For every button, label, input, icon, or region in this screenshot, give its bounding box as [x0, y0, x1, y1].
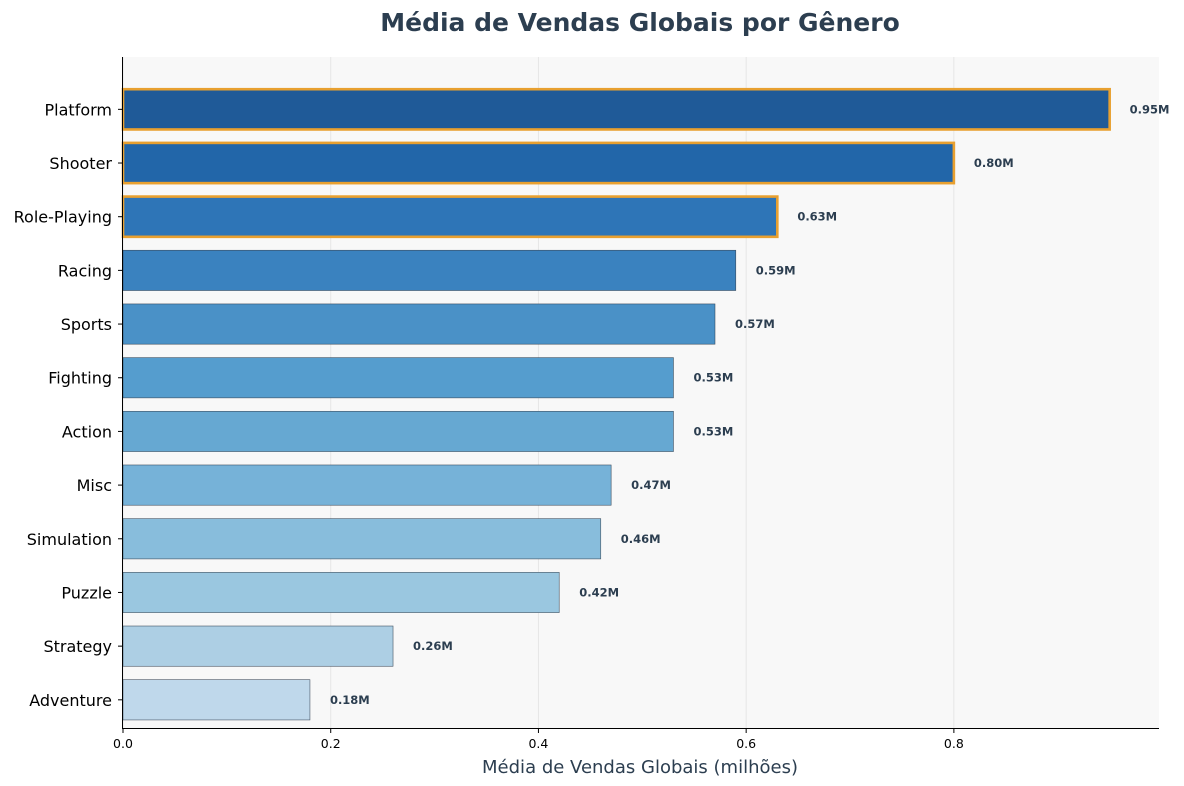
data-label: 0.63M: [797, 210, 837, 224]
data-label: 0.53M: [693, 371, 733, 385]
bar-action: [122, 410, 674, 452]
data-label: 0.80M: [974, 156, 1014, 170]
category-label: Fighting: [48, 369, 112, 388]
bar-fighting: [122, 357, 674, 399]
bar-shooter: [121, 141, 956, 185]
bar-adventure: [122, 679, 311, 721]
category-label: Strategy: [43, 637, 112, 656]
data-label: 0.26M: [413, 639, 453, 653]
x-tick-label: 0.0: [113, 736, 133, 751]
category-label: Role-Playing: [14, 208, 112, 227]
category-label: Platform: [45, 100, 112, 119]
bar-puzzle: [122, 572, 560, 613]
category-axis-labels: Platform Shooter Role-Playing Racing Sports F…: [14, 100, 123, 710]
data-label: 0.46M: [621, 532, 661, 546]
bars: [121, 87, 1111, 721]
category-label: Simulation: [27, 530, 112, 549]
chart-title: Média de Vendas Globais por Gênero: [380, 8, 900, 37]
data-labels: 0.95M 0.80M 0.63M 0.59M 0.57M 0.53M 0.53M 0.47M…: [330, 102, 1170, 706]
x-tick-label: 0.2: [321, 736, 341, 751]
data-label: 0.95M: [1130, 102, 1170, 116]
category-label: Shooter: [49, 154, 112, 173]
x-axis-label: Média de Vendas Globais (milhões): [482, 757, 798, 778]
bar-sports: [122, 303, 716, 345]
data-label: 0.53M: [693, 424, 733, 438]
bar-racing: [122, 249, 737, 291]
bar-misc: [122, 464, 612, 506]
data-label: 0.57M: [735, 317, 775, 331]
data-label: 0.18M: [330, 693, 370, 707]
x-tick-label: 0.4: [528, 736, 548, 751]
data-label: 0.47M: [631, 478, 671, 492]
x-tick-label: 0.6: [736, 736, 756, 751]
category-label: Puzzle: [61, 583, 112, 602]
bar-strategy: [122, 625, 394, 667]
category-label: Sports: [61, 315, 112, 334]
bar-role-playing: [121, 195, 779, 239]
bar-simulation: [122, 518, 602, 560]
x-axis-ticks: 0.0 0.2 0.4 0.6 0.8: [113, 728, 964, 751]
category-label: Racing: [58, 261, 112, 280]
bar-platform: [121, 87, 1111, 131]
category-label: Action: [62, 422, 112, 441]
data-label: 0.42M: [579, 585, 619, 599]
category-label: Adventure: [29, 691, 112, 710]
data-label: 0.59M: [756, 263, 796, 277]
x-tick-label: 0.8: [944, 736, 964, 751]
category-label: Misc: [77, 476, 112, 495]
